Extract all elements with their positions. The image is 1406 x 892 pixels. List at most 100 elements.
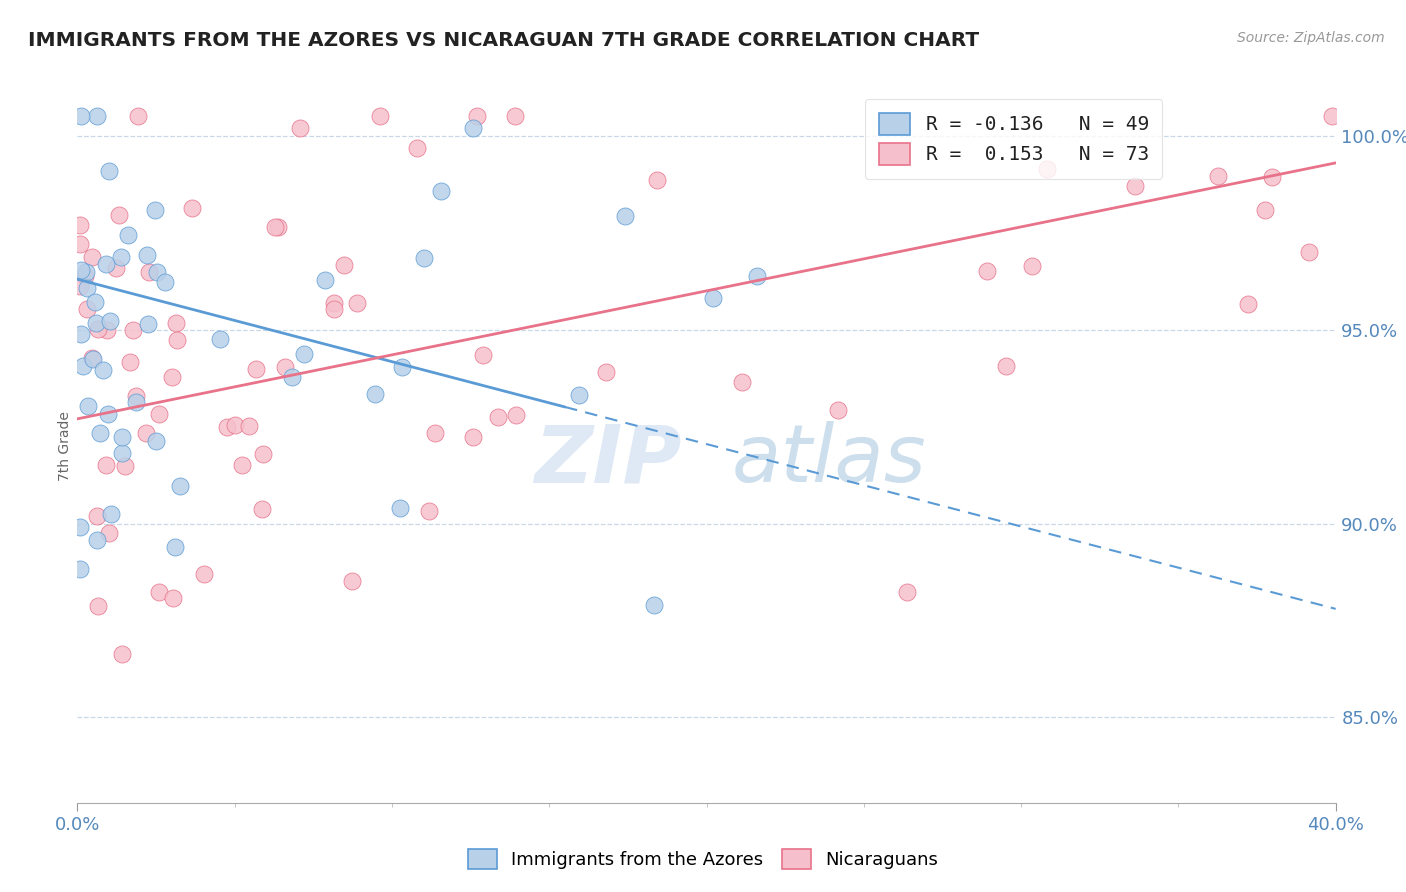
Point	[1260, 170, 1282, 185]
Text: Source: ZipAtlas.com: Source: ZipAtlas.com	[1237, 31, 1385, 45]
Point	[86, 509, 108, 524]
Point	[281, 370, 304, 384]
Point	[96, 323, 118, 337]
Point	[97, 407, 120, 421]
Point	[322, 301, 344, 316]
Point	[98, 164, 121, 178]
Point	[117, 227, 139, 242]
Point	[323, 296, 346, 310]
Point	[165, 540, 187, 554]
Point	[124, 394, 146, 409]
Point	[231, 458, 253, 472]
Point	[96, 458, 118, 472]
Point	[69, 279, 91, 293]
Point	[643, 598, 665, 612]
Point	[72, 359, 94, 373]
Point	[125, 389, 148, 403]
Point	[108, 208, 131, 222]
Point	[224, 418, 246, 433]
Point	[505, 408, 527, 422]
Point	[148, 585, 170, 599]
Point	[110, 647, 132, 661]
Y-axis label: 7th Grade: 7th Grade	[58, 411, 72, 481]
Point	[333, 258, 356, 272]
Point	[896, 585, 918, 599]
Point	[145, 434, 167, 448]
Point	[731, 375, 754, 389]
Point	[292, 347, 315, 361]
Point	[122, 323, 145, 337]
Text: ZIP: ZIP	[534, 421, 682, 500]
Point	[465, 109, 488, 123]
Point	[91, 363, 114, 377]
Point	[976, 264, 998, 278]
Point	[252, 502, 274, 516]
Point	[568, 388, 591, 402]
Point	[69, 326, 91, 341]
Point	[97, 526, 120, 541]
Point	[89, 426, 111, 441]
Point	[84, 294, 107, 309]
Point	[245, 362, 267, 376]
Point	[461, 430, 484, 444]
Point	[391, 359, 413, 374]
Point	[162, 591, 184, 606]
Point	[193, 566, 215, 581]
Point	[208, 332, 231, 346]
Point	[114, 459, 136, 474]
Point	[472, 348, 495, 362]
Point	[505, 109, 527, 123]
Point	[111, 445, 134, 459]
Point	[111, 430, 134, 444]
Point	[238, 419, 260, 434]
Point	[1021, 259, 1043, 273]
Point	[82, 352, 104, 367]
Point	[96, 257, 118, 271]
Point	[252, 447, 274, 461]
Point	[143, 202, 166, 217]
Point	[1125, 178, 1147, 193]
Text: atlas: atlas	[731, 421, 927, 500]
Point	[412, 252, 434, 266]
Point	[138, 265, 160, 279]
Point	[77, 399, 100, 413]
Point	[368, 109, 391, 123]
Point	[747, 268, 769, 283]
Point	[1035, 161, 1057, 176]
Point	[827, 402, 849, 417]
Point	[1298, 244, 1320, 259]
Point	[100, 507, 122, 521]
Point	[166, 333, 188, 347]
Point	[425, 425, 447, 440]
Point	[995, 359, 1018, 373]
Point	[702, 291, 724, 305]
Point	[118, 354, 141, 368]
Point	[69, 218, 91, 232]
Point	[104, 260, 127, 275]
Point	[76, 301, 98, 316]
Point	[346, 296, 368, 310]
Point	[148, 408, 170, 422]
Point	[86, 322, 108, 336]
Point	[181, 201, 204, 215]
Point	[461, 121, 484, 136]
Point	[69, 520, 91, 534]
Point	[69, 236, 91, 251]
Point	[1320, 109, 1343, 123]
Point	[110, 250, 132, 264]
Point	[274, 360, 297, 375]
Point	[153, 276, 176, 290]
Point	[76, 281, 98, 295]
Point	[290, 121, 312, 136]
Point	[418, 503, 440, 517]
Legend: R = -0.136   N = 49, R =  0.153   N = 73: R = -0.136 N = 49, R = 0.153 N = 73	[865, 99, 1163, 178]
Point	[364, 387, 387, 401]
Point	[1206, 169, 1229, 183]
Point	[165, 317, 187, 331]
Point	[70, 262, 93, 277]
Point	[86, 533, 108, 548]
Point	[406, 141, 429, 155]
Legend: Immigrants from the Azores, Nicaraguans: Immigrants from the Azores, Nicaraguans	[460, 839, 946, 879]
Point	[340, 574, 363, 588]
Point	[264, 220, 287, 235]
